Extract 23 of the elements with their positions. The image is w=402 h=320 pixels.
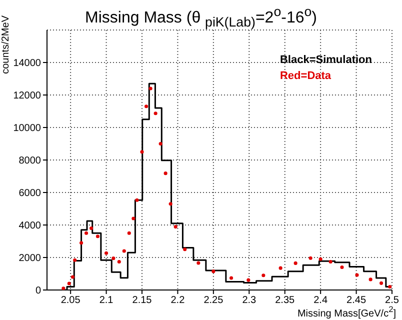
y-tick-label: 8000 [18, 156, 42, 167]
y-tick-label: 10000 [13, 123, 42, 134]
x-axis-title: Missing Mass[GeV/c$^{2}$] [297, 304, 396, 320]
y-tick-label: 4000 [18, 220, 42, 232]
x-tick-label: 2.35 [275, 295, 296, 306]
x-tick-label: 2.2 [170, 295, 186, 306]
y-tick-label: 6000 [18, 188, 42, 200]
x-tick-label: 2.3 [242, 295, 257, 306]
x-tick-label: 2.5 [385, 295, 400, 306]
y-tick-label: 2000 [18, 253, 42, 264]
y-tick-label: 0 [35, 286, 42, 297]
y-axis-title: counts/2MeV [0, 16, 12, 76]
x-tick-label: 2.15 [132, 295, 152, 306]
x-tick-label: 2.45 [346, 295, 366, 306]
y-tick-label: 14000 [13, 58, 42, 70]
chart-title: Missing Mass (θ $_{piK(Lab)}$=2$^{o}$-16$^{o}$) [85, 4, 317, 30]
x-tick-label: 2.25 [204, 295, 224, 306]
x-tick-label: 2.05 [60, 295, 81, 306]
x-tick-label: 2.1 [99, 295, 114, 306]
text: Red=Data [280, 69, 332, 84]
text: Black=Simulation [280, 53, 372, 68]
x-tick-label: 2.4 [314, 295, 328, 306]
y-tick-label: 12000 [13, 90, 42, 102]
